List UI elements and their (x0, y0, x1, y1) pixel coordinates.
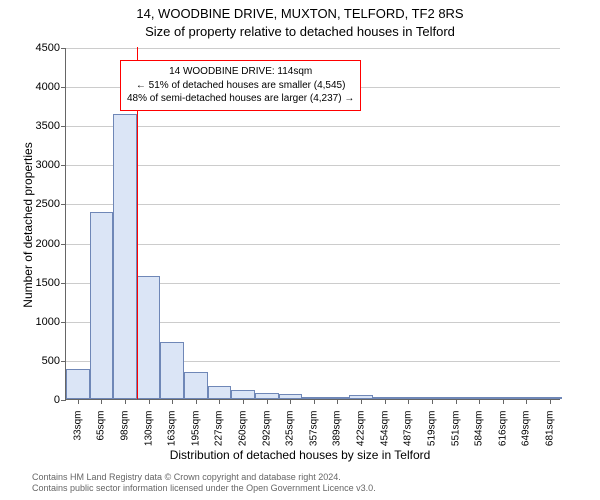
x-tick-label: 33sqm (72, 411, 83, 441)
x-tick-mark (337, 399, 338, 404)
x-tick-mark (101, 399, 102, 404)
x-tick-label: 681sqm (545, 411, 556, 447)
x-tick-label: 65sqm (96, 411, 107, 441)
grid-line (66, 126, 560, 127)
chart-container: 14, WOODBINE DRIVE, MUXTON, TELFORD, TF2… (0, 0, 600, 500)
x-tick-label: 487sqm (403, 411, 414, 447)
x-tick-label: 584sqm (474, 411, 485, 447)
y-tick-mark (61, 322, 66, 323)
histogram-bar (137, 276, 161, 399)
y-tick-mark (61, 244, 66, 245)
y-tick-label: 3500 (36, 120, 60, 132)
x-tick-mark (267, 399, 268, 404)
y-tick-mark (61, 204, 66, 205)
info-box-line3: 48% of semi-detached houses are larger (… (127, 92, 354, 106)
grid-line (66, 165, 560, 166)
x-tick-label: 325sqm (285, 411, 296, 447)
histogram-bar (90, 212, 114, 399)
y-tick-mark (61, 283, 66, 284)
x-tick-mark (361, 399, 362, 404)
y-tick-label: 0 (54, 394, 60, 406)
y-tick-label: 2500 (36, 198, 60, 210)
x-tick-mark (314, 399, 315, 404)
footer-line2: Contains public sector information licen… (32, 483, 376, 494)
y-tick-label: 4000 (36, 81, 60, 93)
chart-title-line1: 14, WOODBINE DRIVE, MUXTON, TELFORD, TF2… (0, 6, 600, 21)
histogram-bar (184, 372, 208, 399)
x-tick-label: 519sqm (426, 411, 437, 447)
y-tick-label: 2000 (36, 238, 60, 250)
y-tick-mark (61, 165, 66, 166)
x-tick-label: 130sqm (143, 411, 154, 447)
x-tick-mark (479, 399, 480, 404)
histogram-bar (208, 386, 232, 399)
x-tick-mark (550, 399, 551, 404)
x-tick-label: 98sqm (119, 411, 130, 441)
x-tick-label: 389sqm (332, 411, 343, 447)
x-tick-label: 260sqm (238, 411, 249, 447)
x-tick-mark (290, 399, 291, 404)
footer-text: Contains HM Land Registry data © Crown c… (32, 472, 376, 495)
x-tick-mark (149, 399, 150, 404)
x-tick-mark (172, 399, 173, 404)
info-box-line2: ← 51% of detached houses are smaller (4,… (127, 79, 354, 93)
info-box: 14 WOODBINE DRIVE: 114sqm ← 51% of detac… (120, 60, 361, 111)
y-tick-label: 1500 (36, 277, 60, 289)
y-tick-label: 4500 (36, 42, 60, 54)
x-tick-label: 195sqm (190, 411, 201, 447)
x-tick-mark (196, 399, 197, 404)
y-tick-mark (61, 361, 66, 362)
x-tick-mark (385, 399, 386, 404)
y-tick-mark (61, 126, 66, 127)
x-tick-mark (456, 399, 457, 404)
x-tick-label: 649sqm (521, 411, 532, 447)
y-axis-label: Number of detached properties (21, 125, 35, 325)
x-tick-mark (125, 399, 126, 404)
y-tick-label: 1000 (36, 316, 60, 328)
x-tick-label: 616sqm (497, 411, 508, 447)
x-tick-mark (408, 399, 409, 404)
y-tick-mark (61, 87, 66, 88)
x-axis-label: Distribution of detached houses by size … (0, 448, 600, 462)
info-box-line1: 14 WOODBINE DRIVE: 114sqm (127, 65, 354, 79)
chart-title-line2: Size of property relative to detached ho… (0, 24, 600, 39)
x-tick-label: 227sqm (214, 411, 225, 447)
x-tick-label: 422sqm (356, 411, 367, 447)
x-tick-label: 551sqm (450, 411, 461, 447)
grid-line (66, 48, 560, 49)
y-tick-mark (61, 400, 66, 401)
y-tick-label: 500 (42, 355, 60, 367)
grid-line (66, 204, 560, 205)
x-tick-mark (78, 399, 79, 404)
x-tick-label: 292sqm (261, 411, 272, 447)
histogram-bar (231, 390, 255, 399)
histogram-bar (160, 342, 184, 399)
y-tick-mark (61, 48, 66, 49)
x-tick-mark (526, 399, 527, 404)
x-tick-mark (243, 399, 244, 404)
grid-line (66, 244, 560, 245)
histogram-bar (66, 369, 90, 399)
footer-line1: Contains HM Land Registry data © Crown c… (32, 472, 376, 483)
x-tick-label: 454sqm (379, 411, 390, 447)
y-tick-label: 3000 (36, 159, 60, 171)
x-tick-label: 163sqm (167, 411, 178, 447)
x-tick-mark (219, 399, 220, 404)
x-tick-label: 357sqm (308, 411, 319, 447)
x-tick-mark (503, 399, 504, 404)
histogram-bar (113, 114, 137, 399)
x-tick-mark (432, 399, 433, 404)
